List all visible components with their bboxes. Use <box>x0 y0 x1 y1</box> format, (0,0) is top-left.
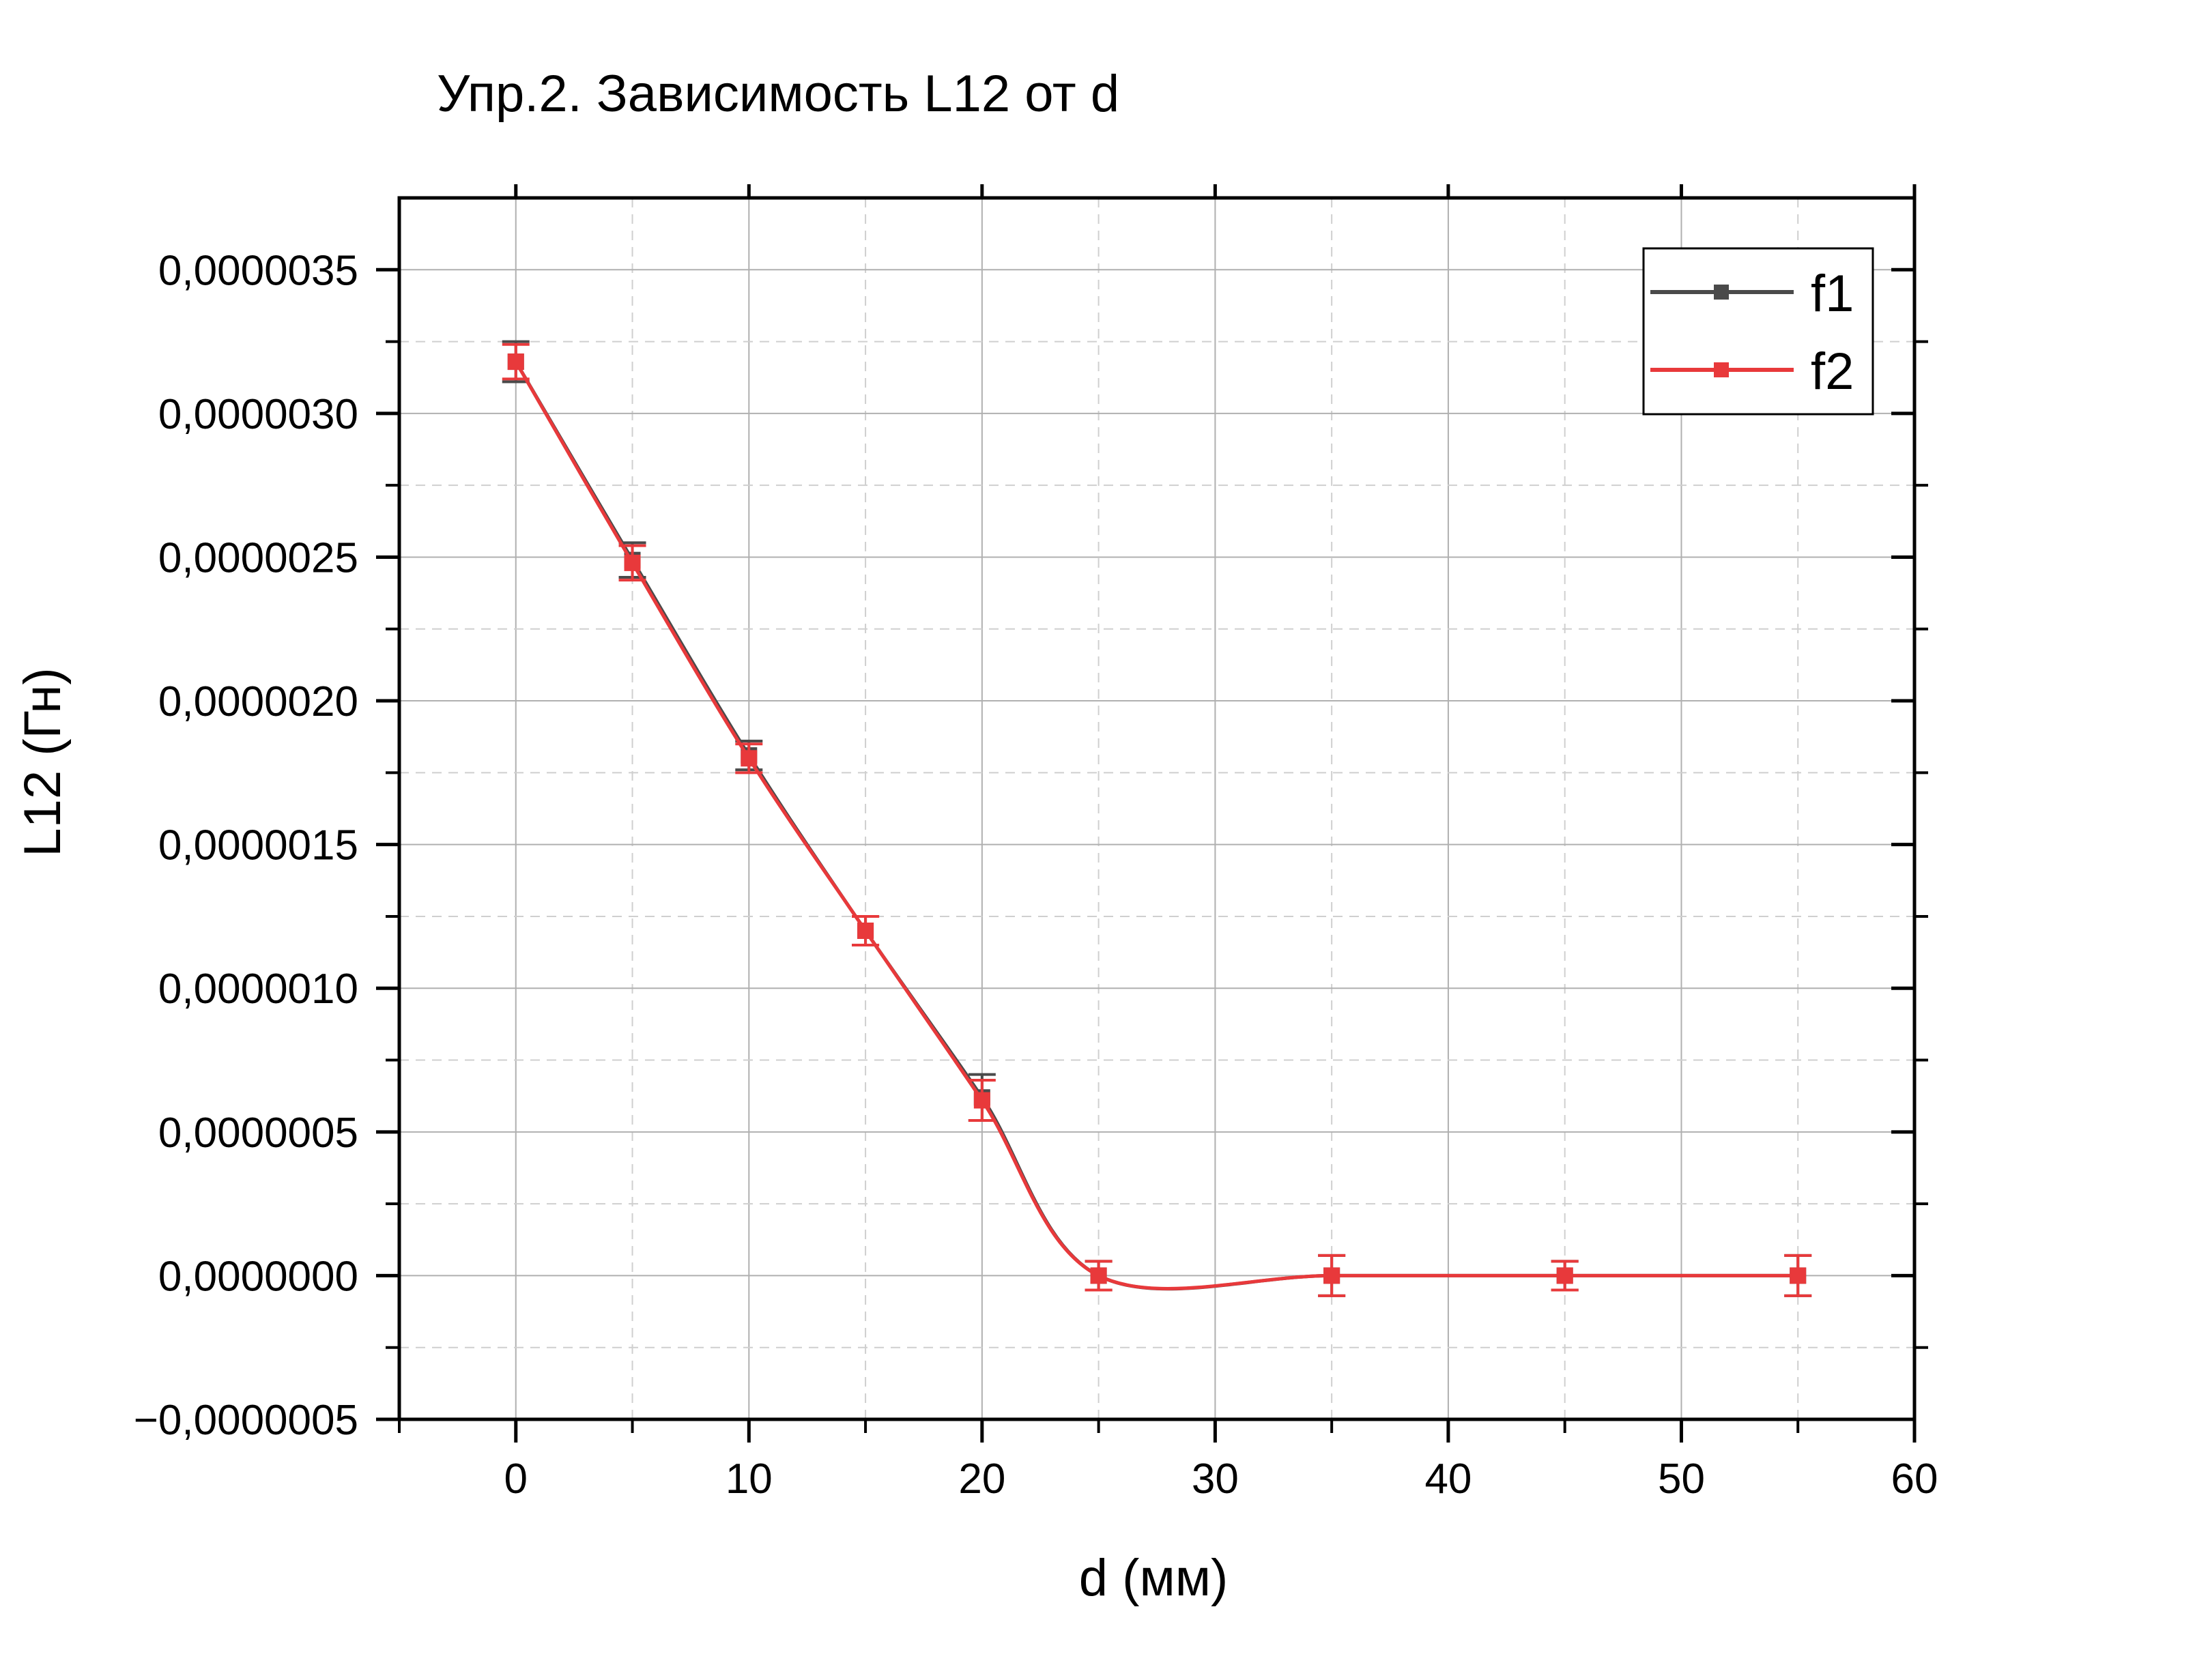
series-f2 <box>502 343 1812 1297</box>
y-tick-label: 0,0000020 <box>158 678 358 725</box>
series-line-f1 <box>514 360 1798 1291</box>
data-point <box>624 554 641 571</box>
y-tick-label: 0,0000005 <box>158 1110 358 1157</box>
legend-label: f1 <box>1811 265 1854 323</box>
axes: 0 10 20 30 40 50 60 −0,0000005 0,0000000 0,000000… <box>134 184 1938 1503</box>
x-tick-label: 10 <box>726 1455 773 1503</box>
y-tick-label: −0,0000005 <box>134 1397 358 1444</box>
data-point <box>741 750 758 767</box>
legend-item-f2: f2 <box>1650 343 1854 401</box>
legend-box <box>1642 247 1874 416</box>
x-tick-label: 60 <box>1891 1455 1938 1503</box>
data-point <box>1556 1267 1573 1284</box>
legend-swatch-marker <box>1714 285 1729 300</box>
series-layer <box>502 340 1812 1297</box>
y-tick-label: 0,0000015 <box>158 822 358 869</box>
x-tick-label: 0 <box>504 1455 528 1503</box>
chart-title: Упр.2. Зависимость L12 от d <box>437 65 1119 123</box>
legend-item-f1: f1 <box>1650 265 1854 323</box>
data-point <box>973 1092 990 1109</box>
data-point <box>507 353 524 371</box>
series-line-f2 <box>514 360 1798 1290</box>
data-point <box>1090 1267 1107 1284</box>
y-tick-label: 0,0000025 <box>158 534 358 581</box>
y-tick-label: 0,0000030 <box>158 391 358 438</box>
data-point <box>857 923 874 939</box>
y-tick-label: 0,0000010 <box>158 966 358 1013</box>
y-axis-label: L12 (Гн) <box>14 667 72 856</box>
y-tick-label: 0,0000000 <box>158 1253 358 1300</box>
data-point <box>1323 1267 1340 1284</box>
x-axis-label: d (мм) <box>1079 1549 1229 1607</box>
legend-label: f2 <box>1811 343 1854 401</box>
plot-frame <box>397 196 1917 1421</box>
x-tick-label: 50 <box>1658 1455 1705 1503</box>
x-tick-label: 30 <box>1192 1455 1239 1503</box>
legend-swatch-marker <box>1714 362 1729 377</box>
y-tick-label: 0,0000035 <box>158 247 358 294</box>
x-tick-label: 40 <box>1424 1455 1472 1503</box>
x-tick-label: 20 <box>958 1455 1005 1503</box>
data-point <box>1790 1267 1807 1284</box>
